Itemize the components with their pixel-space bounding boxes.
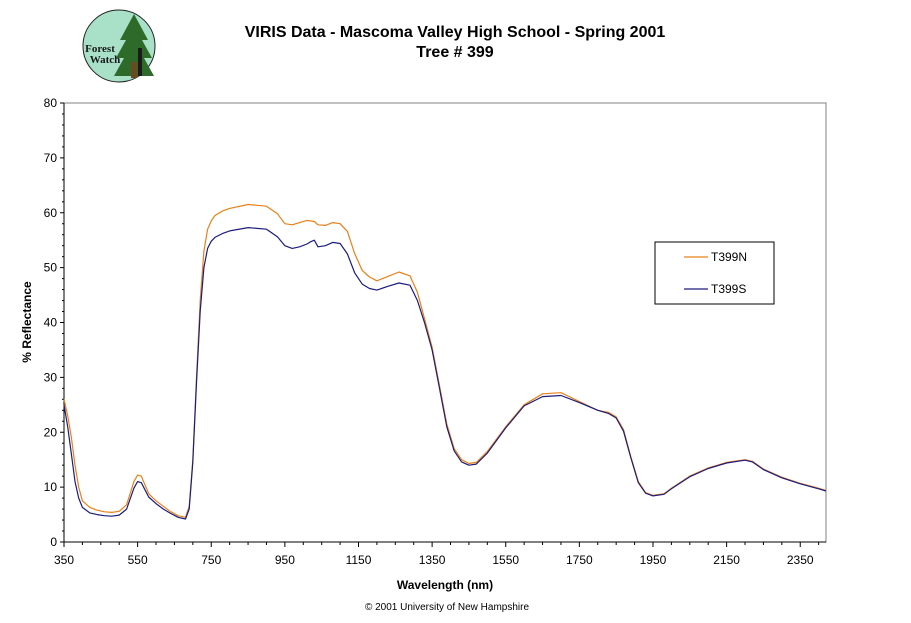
x-tick-label: 2150 [713,553,740,567]
x-tick-label: 350 [54,553,74,567]
y-tick-label: 40 [44,316,58,330]
y-tick-label: 50 [44,261,58,275]
y-tick-label: 30 [44,370,58,384]
y-tick-label: 10 [44,480,58,494]
y-tick-label: 70 [44,151,58,165]
y-axis-ticks: 0 10 20 30 40 50 60 70 80 [44,96,64,549]
legend: T399N T399S [654,241,775,305]
x-axis-ticks: 350 550 750 950 1150 1350 1550 1750 1950 2150 2350 [54,542,820,567]
x-tick-label: 1750 [566,553,593,567]
forest-watch-logo: Forest Watch [82,9,156,83]
x-tick-label: 1350 [419,553,446,567]
y-tick-label: 20 [44,425,58,439]
x-tick-label: 950 [275,553,295,567]
x-tick-label: 1950 [640,553,667,567]
x-tick-label: 1150 [346,553,372,567]
y-tick-label: 60 [44,206,58,220]
copyright-notice: © 2001 University of New Hampshire [365,602,530,613]
tree-icon [114,14,154,78]
y-axis-label: % Reflectance [20,281,34,363]
series-line-t399s [63,227,827,520]
x-tick-label: 2350 [787,553,814,567]
logo-line2: Watch [90,54,121,66]
x-tick-label: 1550 [492,553,519,567]
plot-area [63,102,827,543]
legend-box [654,241,775,305]
x-tick-label: 550 [128,553,148,567]
x-axis-label: Wavelength (nm) [397,578,493,592]
legend-label-t399s: T399S [711,282,746,296]
legend-label-t399n: T399N [711,250,747,264]
series-group [63,203,827,520]
chart-title: VIRIS Data - Mascoma Valley High School … [245,24,666,41]
chart-subtitle: Tree # 399 [416,44,494,61]
y-tick-label: 0 [50,535,57,549]
logo-line1: Forest [85,43,115,55]
y-tick-label: 80 [44,96,58,110]
x-tick-label: 750 [201,553,221,567]
